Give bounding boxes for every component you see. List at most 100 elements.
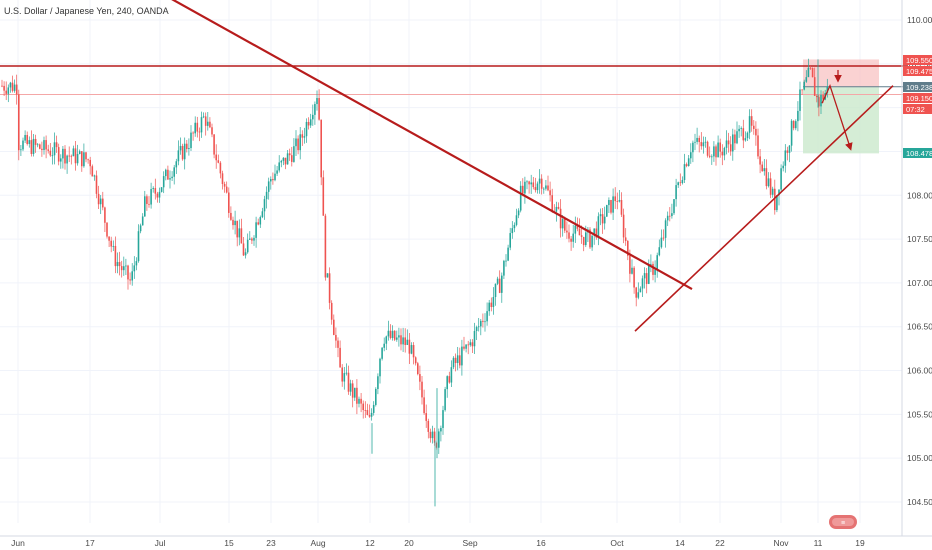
candle — [152, 186, 154, 193]
candle — [314, 101, 316, 125]
trendlines[interactable] — [170, 0, 894, 332]
price-tick-label: 105.500 — [907, 409, 932, 419]
candle — [377, 373, 379, 395]
candle — [244, 248, 247, 259]
candle — [221, 170, 224, 190]
candle — [410, 342, 413, 355]
svg-text:109.150: 109.150 — [906, 94, 932, 103]
candle — [799, 81, 801, 121]
candle — [679, 173, 682, 186]
candle — [423, 389, 425, 415]
candle — [249, 231, 251, 240]
candle — [91, 164, 94, 177]
candle — [519, 181, 522, 213]
candle — [486, 302, 488, 326]
candle — [375, 387, 377, 407]
price-tick-label: 106.000 — [907, 366, 932, 376]
candle — [492, 287, 495, 315]
candle — [465, 344, 467, 353]
candle — [219, 161, 222, 179]
price-tag: 07:32 — [903, 104, 932, 114]
candle — [110, 236, 112, 253]
tradingview-logo[interactable]: ≡ — [829, 515, 857, 529]
candle — [74, 140, 77, 171]
candle — [123, 256, 125, 276]
candle — [66, 154, 68, 174]
candle — [589, 227, 591, 249]
candle — [599, 208, 602, 226]
candle — [448, 371, 451, 384]
candle — [364, 401, 367, 418]
candle — [263, 195, 266, 220]
candle — [228, 187, 230, 218]
candle — [612, 188, 614, 220]
descending-trendline[interactable] — [170, 0, 693, 291]
candle — [711, 154, 713, 165]
candle — [587, 226, 589, 242]
candle — [146, 194, 148, 211]
time-tick-label: 19 — [855, 538, 865, 548]
candle — [652, 261, 654, 281]
candle — [530, 174, 532, 194]
candle — [545, 180, 547, 191]
candle — [442, 405, 444, 435]
candle — [627, 240, 629, 261]
candle — [372, 401, 375, 416]
candle — [83, 143, 85, 168]
candle — [177, 140, 180, 166]
candle — [253, 235, 255, 246]
candle — [198, 127, 201, 142]
price-tick-label: 104.500 — [907, 497, 932, 507]
candle — [356, 379, 358, 415]
candle — [467, 340, 469, 355]
candle — [194, 116, 196, 137]
candle — [188, 138, 190, 156]
candle — [513, 222, 516, 233]
candle — [421, 376, 423, 405]
candle — [162, 171, 165, 194]
candle — [549, 181, 551, 202]
candle — [200, 111, 203, 138]
candle — [265, 186, 268, 209]
candle — [34, 134, 37, 153]
candle — [284, 157, 287, 170]
candle — [568, 224, 570, 243]
candle — [398, 327, 400, 347]
candle — [9, 81, 12, 93]
candle — [704, 136, 707, 148]
candle — [383, 337, 385, 352]
time-tick-label: 17 — [85, 538, 95, 548]
candle — [385, 335, 388, 351]
candle — [471, 339, 474, 354]
candle — [24, 130, 26, 144]
projection-arrows — [821, 69, 853, 151]
horizontal-levels — [0, 65, 908, 95]
candle — [137, 224, 140, 263]
candle — [719, 138, 721, 158]
candle — [316, 90, 318, 111]
candle — [238, 219, 241, 246]
candle — [440, 425, 442, 442]
price-tick-label: 107.500 — [907, 234, 932, 244]
price-tag: 109.550 — [903, 55, 932, 65]
candle — [412, 342, 415, 365]
price-tick-label: 110.000 — [907, 15, 932, 25]
projection-path-arrow — [821, 83, 853, 151]
candle — [169, 170, 171, 189]
candle — [76, 144, 79, 166]
candle — [438, 428, 440, 454]
candle — [102, 191, 104, 211]
candle — [20, 144, 22, 156]
candle — [335, 327, 337, 348]
candle — [498, 270, 501, 294]
candle — [755, 121, 757, 146]
candle — [3, 81, 5, 96]
price-tick-label: 108.000 — [907, 190, 932, 200]
ascending-trendline[interactable] — [634, 85, 894, 332]
candle — [715, 144, 717, 166]
candle — [446, 375, 448, 398]
candle — [450, 360, 453, 388]
candle — [400, 328, 402, 351]
candle — [30, 130, 33, 157]
